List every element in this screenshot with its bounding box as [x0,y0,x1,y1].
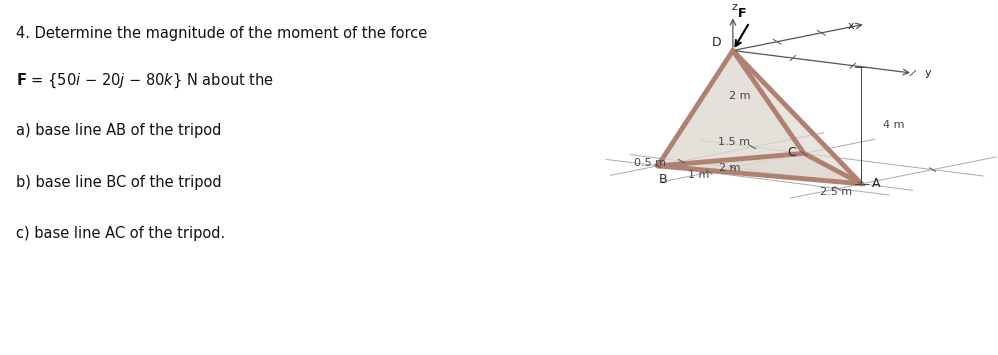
Text: a) base line AB of the tripod: a) base line AB of the tripod [16,123,222,138]
Text: B: B [659,174,667,186]
Text: y: y [925,67,931,77]
Text: c) base line AC of the tripod.: c) base line AC of the tripod. [16,226,226,241]
Polygon shape [733,50,861,184]
Polygon shape [658,50,861,184]
Polygon shape [658,50,804,166]
Text: C: C [787,146,796,159]
Text: z: z [732,2,738,12]
Text: 2.5 m: 2.5 m [820,187,852,197]
Text: 0.5 m: 0.5 m [634,158,666,169]
Text: F: F [738,7,747,20]
Text: 2 m: 2 m [719,163,741,173]
Text: b) base line BC of the tripod: b) base line BC of the tripod [16,175,222,190]
Text: x: x [847,21,854,31]
Text: A: A [871,177,880,190]
Text: 1 m: 1 m [689,170,710,180]
Text: D: D [712,37,721,49]
Text: $\mathbf{F}$ = {50$i$ $-$ 20$j$ $-$ 80$k$} N about the: $\mathbf{F}$ = {50$i$ $-$ 20$j$ $-$ 80$k… [16,71,274,89]
Text: 4. Determine the magnitude of the moment of the force: 4. Determine the magnitude of the moment… [16,26,427,42]
Polygon shape [658,153,861,184]
Text: 1.5 m: 1.5 m [718,137,749,147]
Text: 4 m: 4 m [883,120,905,130]
Text: 2 m: 2 m [729,91,750,100]
